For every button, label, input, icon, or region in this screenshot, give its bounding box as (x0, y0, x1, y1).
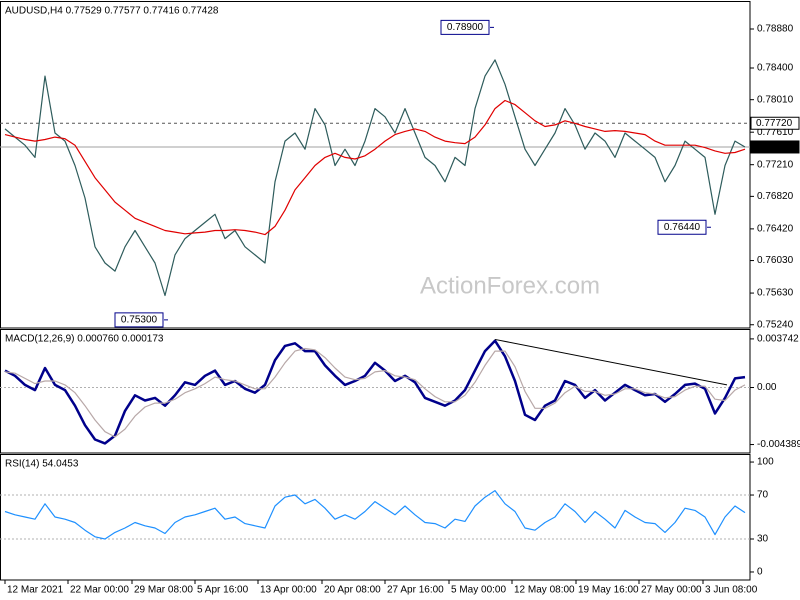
y-tick-label: 70 (757, 490, 769, 501)
annotation-label: 0.75300 (121, 315, 158, 326)
x-tick-label: 29 Mar 08:00 (134, 585, 193, 596)
price-level-box (750, 116, 800, 130)
y-tick-label: 0.77610 (757, 127, 794, 138)
annotation-box (440, 19, 490, 35)
x-tick-label: 27 May 00:00 (641, 585, 702, 596)
panel-title: AUDUSD,H4 0.77529 0.77577 0.77416 0.7742… (5, 6, 219, 17)
series-line (4, 59, 746, 297)
series-line (4, 99, 746, 236)
x-tick-label: 5 May 00:00 (451, 585, 506, 596)
price-level-box (750, 140, 800, 154)
x-tick-label: 13 Apr 00:00 (260, 585, 317, 596)
panel-title: RSI(14) 54.0453 (5, 459, 79, 470)
annotation-box (114, 312, 164, 328)
y-tick-label: 0 (757, 567, 763, 578)
panel-frame (0, 454, 751, 581)
y-tick-label: 0.78010 (757, 94, 794, 105)
x-tick-label: 12 Mar 2021 (7, 585, 64, 596)
y-tick-label: 0.75240 (757, 319, 794, 330)
price-level-label: 0.77428 (756, 142, 793, 153)
series-line (4, 490, 746, 540)
annotation-label: 0.78900 (447, 22, 484, 33)
trendline (494, 338, 728, 386)
y-tick-label: 0.003742 (757, 334, 799, 345)
y-tick-label: 0.75630 (757, 288, 794, 299)
y-tick-label: -0.004389 (757, 439, 800, 450)
y-tick-label: 0.76420 (757, 224, 794, 235)
y-tick-label: 0.77210 (757, 159, 794, 170)
watermark: ActionForex.com (420, 272, 600, 299)
x-tick-label: 12 May 08:00 (514, 585, 575, 596)
series-line (4, 347, 746, 438)
y-tick-label: 30 (757, 534, 769, 545)
y-tick-label: 0.78880 (757, 24, 794, 35)
annotation-box (657, 219, 707, 235)
y-tick-label: 0.76030 (757, 255, 794, 266)
panel-title: MACD(12,26,9) 0.000760 0.000173 (5, 334, 164, 345)
x-tick-label: 5 Apr 16:00 (197, 585, 249, 596)
series-line (4, 339, 746, 445)
y-tick-label: 100 (757, 457, 774, 468)
annotation-label: 0.76440 (664, 222, 701, 233)
x-tick-label: 27 Apr 16:00 (387, 585, 444, 596)
price-level-label: 0.77720 (756, 118, 793, 129)
x-tick-label: 20 Apr 08:00 (324, 585, 381, 596)
x-tick-label: 3 Jun 08:00 (705, 585, 758, 596)
panel-frame (0, 329, 751, 454)
x-tick-label: 22 Mar 00:00 (70, 585, 129, 596)
y-tick-label: 0.00 (757, 382, 777, 393)
y-tick-label: 0.76820 (757, 191, 794, 202)
x-tick-label: 19 May 16:00 (578, 585, 639, 596)
y-tick-label: 0.78400 (757, 63, 794, 74)
